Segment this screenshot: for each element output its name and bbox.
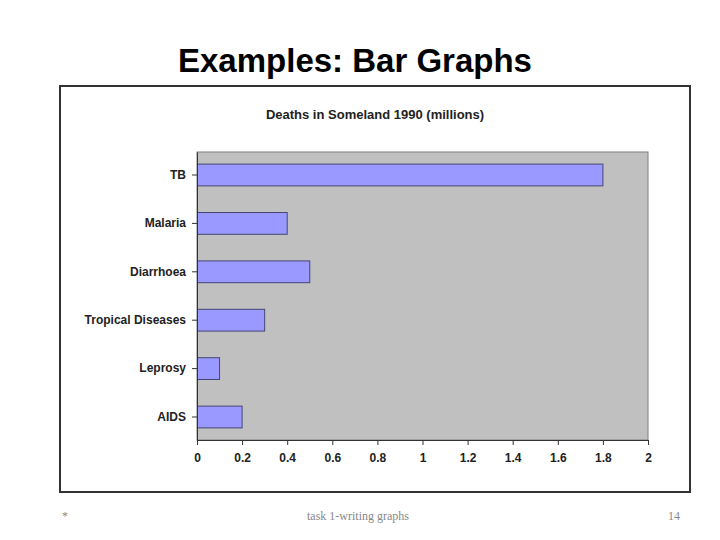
bars (197, 164, 603, 428)
footer-left: * (62, 509, 68, 523)
bar (197, 406, 242, 428)
tick-label: 1.4 (505, 451, 522, 465)
value-tick: 1 (420, 440, 427, 465)
tick-mark (242, 440, 243, 445)
tick-label: 0.6 (324, 451, 341, 465)
category-label: AIDS (157, 410, 186, 424)
tick-label: 0.2 (234, 451, 251, 465)
tick-label: 0.8 (370, 451, 387, 465)
tick-label: 0 (194, 451, 201, 465)
category-label: Tropical Diseases (85, 313, 187, 327)
tick-mark (192, 223, 197, 224)
tick-mark (468, 440, 469, 445)
category-label: Leprosy (139, 361, 186, 375)
tick-label: 1 (420, 451, 427, 465)
value-tick: 1.4 (505, 440, 522, 465)
bar (197, 309, 265, 331)
slide: Examples: Bar Graphs Deaths in Someland 1… (0, 0, 720, 540)
bar (197, 261, 310, 283)
tick-mark (332, 440, 333, 445)
bar (197, 213, 287, 235)
value-tick: 0.4 (279, 440, 296, 465)
category-axis: TB Malaria Diarrhoea Tropical Diseases Lepro… (85, 153, 198, 441)
category-label: Malaria (145, 216, 187, 230)
tick-mark (377, 440, 378, 445)
value-axis: 0 0.2 0.4 0.6 0.8 1 1.2 1.4 1.6 1.8 2 (194, 440, 652, 465)
value-tick: 1.8 (595, 440, 612, 465)
tick-mark (192, 271, 197, 272)
category-tick: Tropical Diseases (85, 313, 197, 327)
slide-title: Examples: Bar Graphs (178, 42, 532, 79)
tick-label: 2 (645, 451, 652, 465)
footer-center: task 1-writing graphs (307, 509, 409, 523)
category-tick: TB (170, 168, 197, 182)
category-tick: Diarrhoea (130, 265, 197, 279)
tick-mark (513, 440, 514, 445)
chart-frame (60, 86, 690, 492)
tick-mark (192, 417, 197, 418)
tick-label: 0.4 (279, 451, 296, 465)
tick-label: 1.8 (595, 451, 612, 465)
value-tick: 0.8 (370, 440, 387, 465)
tick-mark (603, 440, 604, 445)
value-tick: 0.2 (234, 440, 251, 465)
tick-mark (197, 440, 198, 445)
category-tick: Leprosy (139, 361, 197, 375)
tick-label: 1.6 (550, 451, 567, 465)
tick-label: 1.2 (460, 451, 477, 465)
chart-title: Deaths in Someland 1990 (millions) (266, 107, 484, 122)
tick-mark (192, 368, 197, 369)
bar (197, 358, 220, 380)
value-tick: 2 (645, 440, 652, 465)
tick-mark (558, 440, 559, 445)
tick-mark (287, 440, 288, 445)
category-label: Diarrhoea (130, 265, 186, 279)
plot-area (197, 152, 648, 440)
axis-line (197, 153, 198, 441)
value-tick: 1.6 (550, 440, 567, 465)
page-number: 14 (668, 509, 680, 523)
value-tick: 0.6 (324, 440, 341, 465)
category-tick: Malaria (145, 216, 197, 230)
value-tick: 1.2 (460, 440, 477, 465)
category-label: TB (170, 168, 186, 182)
tick-mark (192, 320, 197, 321)
tick-mark (423, 440, 424, 445)
bar (197, 164, 603, 186)
category-tick: AIDS (157, 410, 197, 424)
tick-mark (648, 440, 649, 445)
tick-mark (192, 174, 197, 175)
value-tick: 0 (194, 440, 201, 465)
